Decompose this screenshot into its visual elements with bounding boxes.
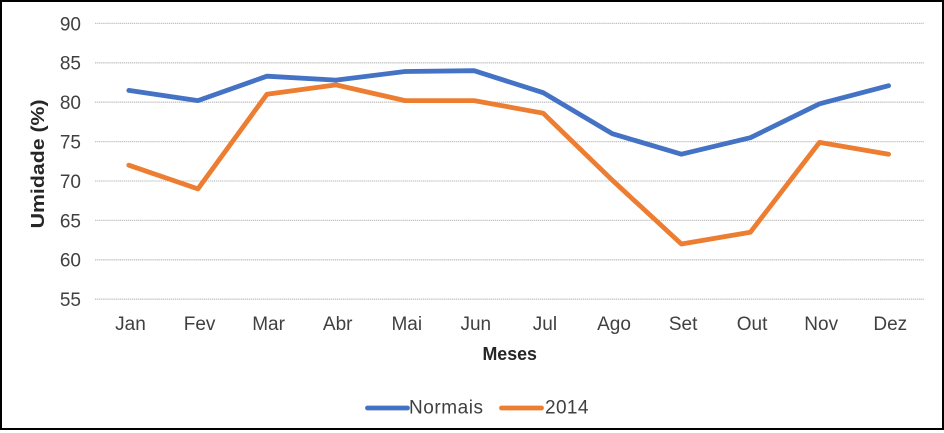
svg-text:Dez: Dez bbox=[873, 314, 907, 335]
svg-text:Normais: Normais bbox=[409, 398, 484, 419]
svg-text:60: 60 bbox=[60, 251, 81, 272]
svg-text:Fev: Fev bbox=[184, 314, 216, 335]
svg-text:75: 75 bbox=[60, 133, 81, 154]
svg-text:70: 70 bbox=[60, 172, 81, 193]
svg-text:80: 80 bbox=[60, 93, 81, 114]
svg-text:55: 55 bbox=[60, 290, 81, 311]
svg-text:90: 90 bbox=[60, 14, 81, 35]
svg-text:Jul: Jul bbox=[533, 314, 557, 335]
svg-text:Ago: Ago bbox=[597, 314, 631, 335]
svg-text:Jun: Jun bbox=[460, 314, 491, 335]
svg-text:Jan: Jan bbox=[115, 314, 146, 335]
svg-text:Mai: Mai bbox=[391, 314, 422, 335]
svg-text:Umidade (%): Umidade (%) bbox=[28, 99, 48, 228]
svg-text:Set: Set bbox=[669, 314, 698, 335]
svg-text:85: 85 bbox=[60, 54, 81, 75]
svg-text:2014: 2014 bbox=[545, 398, 589, 419]
svg-text:Mar: Mar bbox=[252, 314, 285, 335]
svg-text:Meses: Meses bbox=[482, 344, 537, 364]
svg-text:65: 65 bbox=[60, 211, 81, 232]
svg-text:Out: Out bbox=[737, 314, 768, 335]
svg-text:Nov: Nov bbox=[804, 314, 838, 335]
svg-text:Abr: Abr bbox=[323, 314, 353, 335]
